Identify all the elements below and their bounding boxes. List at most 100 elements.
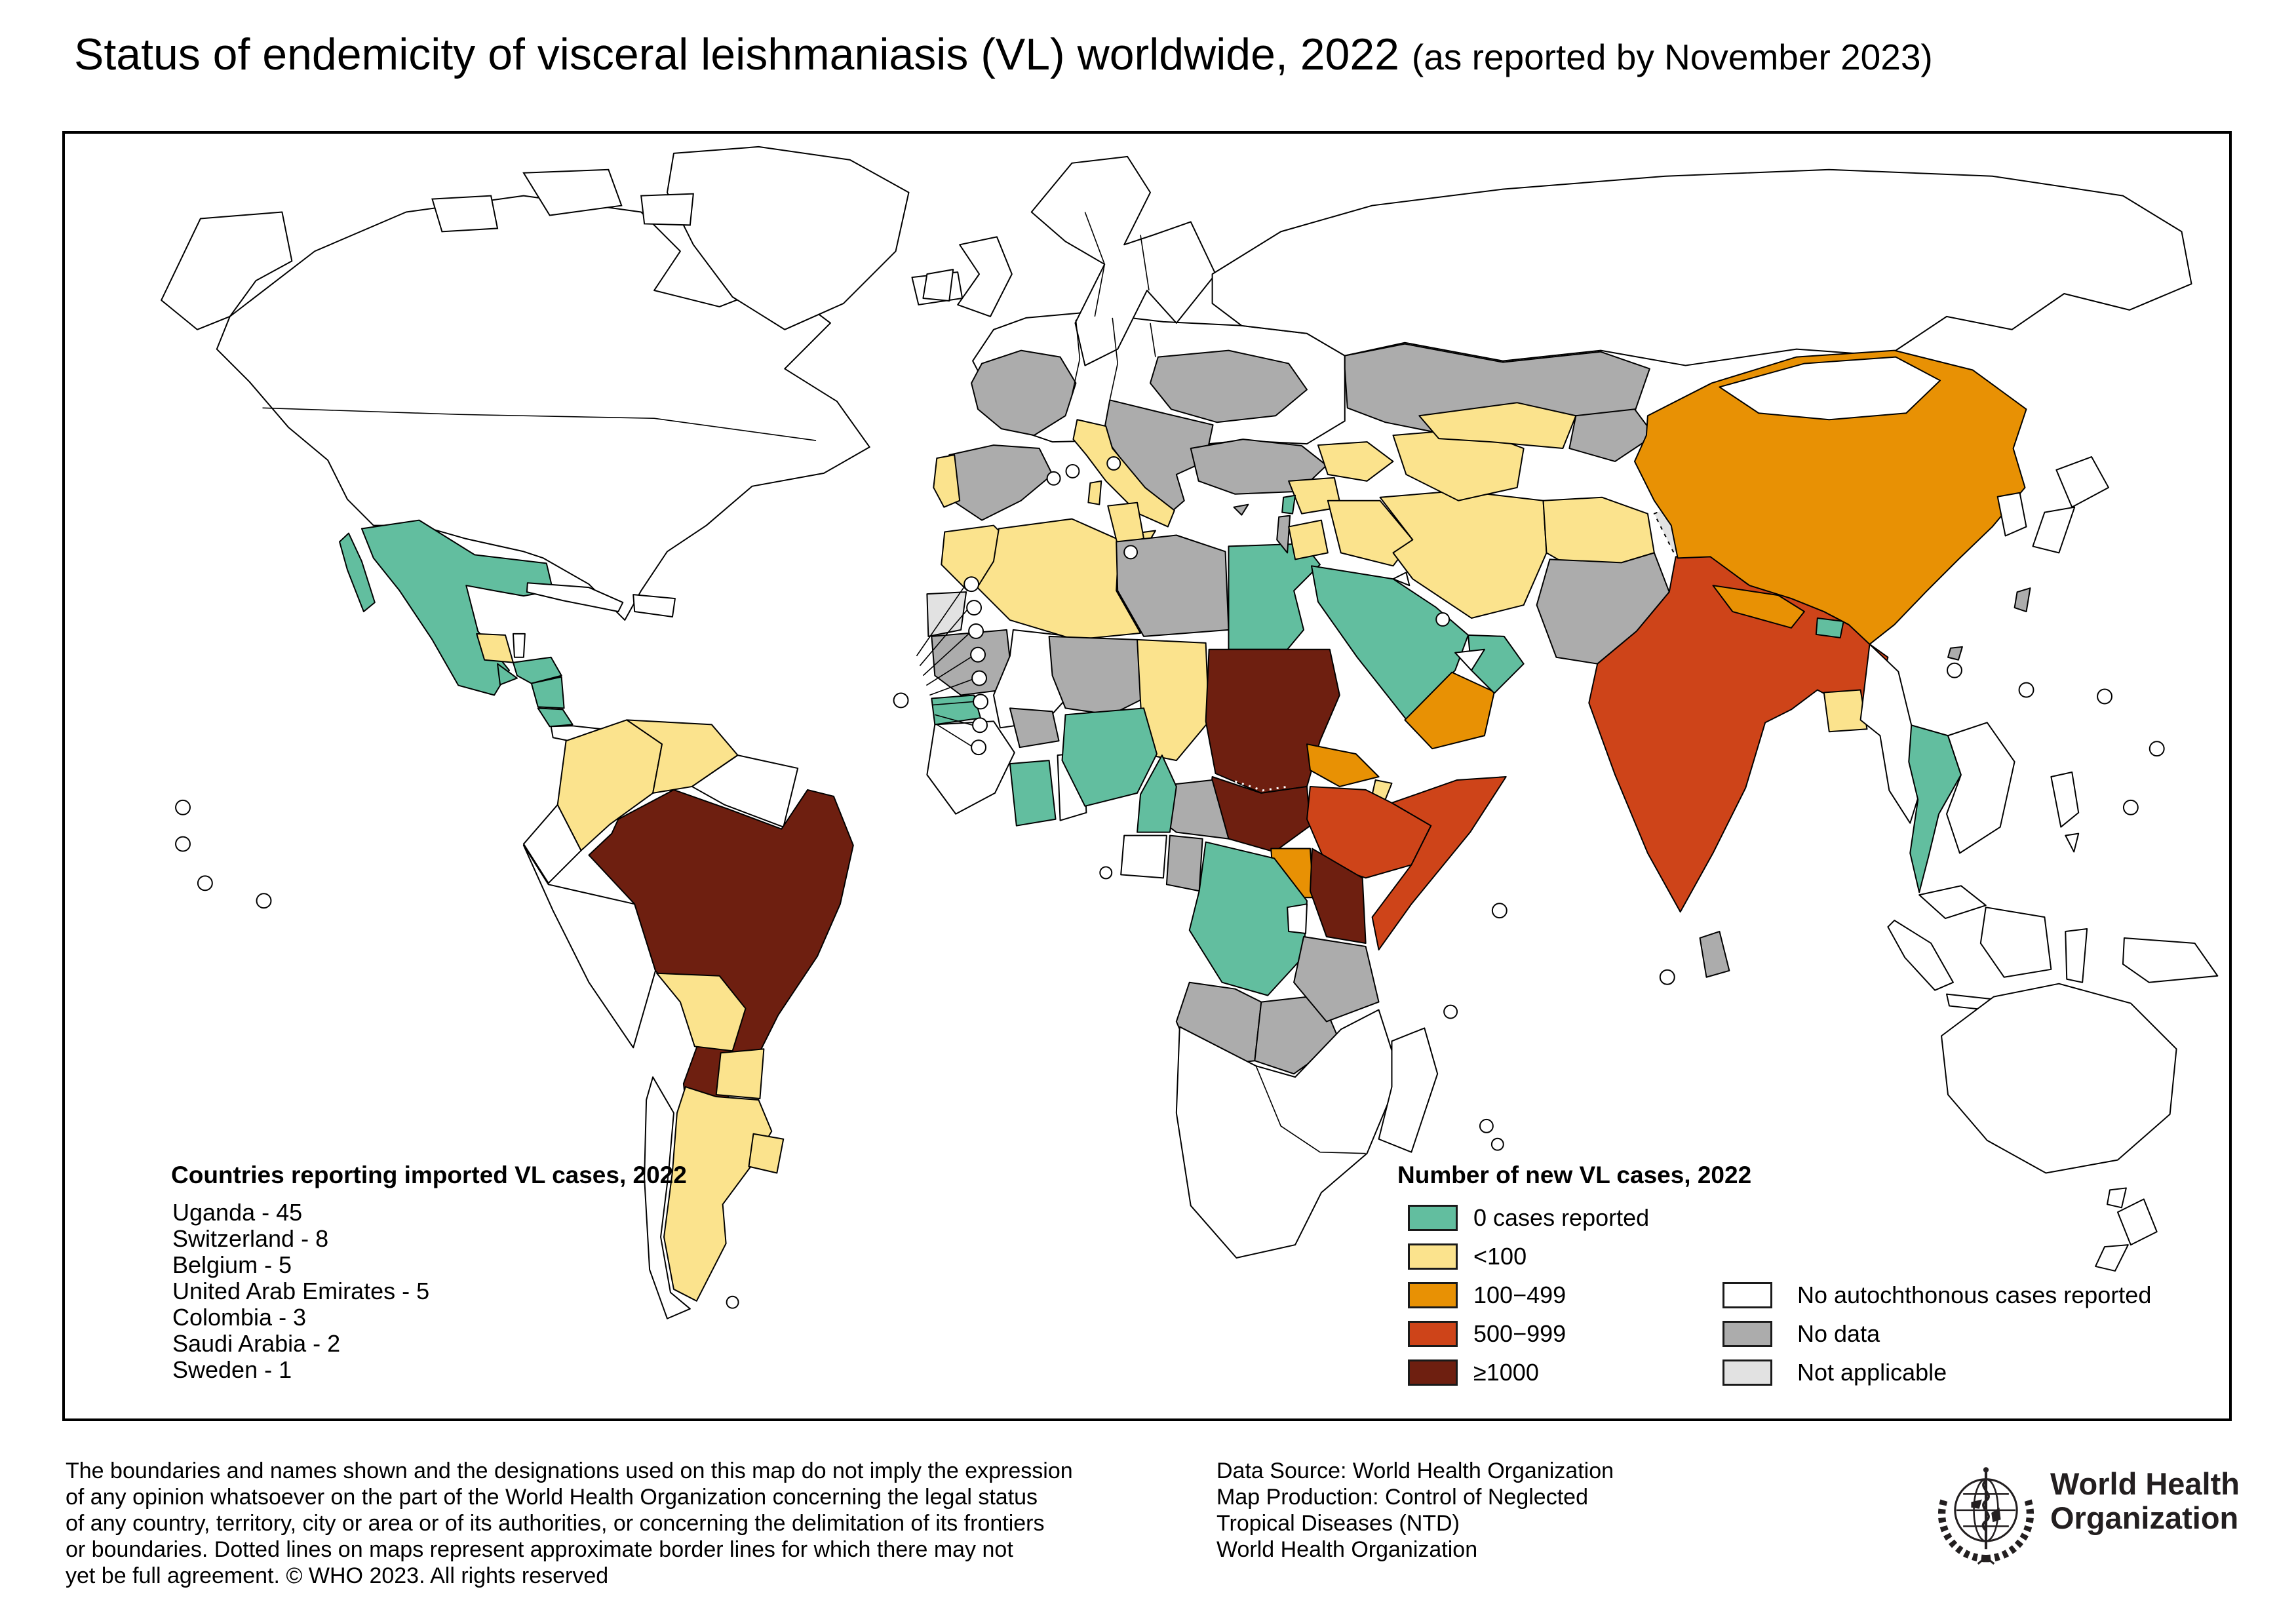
country-italy (1072, 419, 1175, 528)
country-rwanda-burundi (1287, 903, 1308, 935)
country-el-salvador (497, 663, 518, 686)
source-line: Data Source: World Health Organization (1216, 1458, 1614, 1483)
country-yemen (1404, 671, 1495, 750)
who-name-line1: World Health (2050, 1466, 2240, 1501)
source-line: Map Production: Control of Neglected (1216, 1485, 1588, 1510)
country-cyprus (1233, 503, 1249, 516)
data-source-text: Data Source: World Health Organization M… (1216, 1458, 1614, 1563)
imported-legend-title: Countries reporting imported VL cases, 2… (171, 1162, 687, 1188)
arctic-island (431, 195, 499, 233)
disclaimer-line: of any country, territory, city or area … (66, 1511, 1045, 1536)
imported-legend-item: Colombia - 3 (172, 1304, 307, 1331)
island-sumatra (1887, 920, 1954, 991)
imported-legend-item: Saudi Arabia - 2 (172, 1330, 341, 1357)
country-peru (522, 844, 657, 1049)
country-uae (1454, 648, 1485, 671)
imported-legend-item: United Arab Emirates - 5 (172, 1278, 430, 1304)
country-mexico (360, 519, 554, 696)
country-myanmar (1859, 643, 1926, 824)
country-bangladesh (1823, 689, 1868, 733)
country-sardinia (1087, 480, 1102, 505)
country-saudi-arabia (1310, 565, 1469, 720)
country-uzbekistan (1418, 402, 1577, 450)
imported-legend-item: Uganda - 45 (172, 1199, 303, 1226)
country-japan-north (2055, 456, 2110, 508)
country-nigeria (1061, 707, 1158, 807)
country-ireland (922, 269, 954, 302)
country-malaysia (1918, 885, 1987, 920)
country-france (971, 349, 1077, 437)
border-us-canada (262, 407, 817, 441)
dotted-border-abyei (1234, 780, 1289, 792)
country-costa-rica (537, 707, 574, 728)
legend-swatch-ge1000 (1408, 1359, 1458, 1386)
country-niger (1048, 635, 1151, 716)
country-canada-usa (216, 195, 870, 621)
who-name-line2: Organization (2050, 1500, 2239, 1535)
legend-label-0-cases: 0 cases reported (1473, 1204, 1650, 1231)
cases-legend-title: Number of new VL cases, 2022 (1397, 1162, 1752, 1188)
legend-label-ge1000: ≥1000 (1473, 1359, 1539, 1386)
arctic-island (522, 168, 623, 216)
legend-label-500-999: 500−999 (1473, 1320, 1566, 1347)
imported-legend-item: Switzerland - 8 (172, 1225, 329, 1252)
country-nepal (1712, 585, 1805, 629)
world-map (161, 146, 2219, 1320)
country-russia (1211, 168, 2192, 366)
country-portugal (933, 454, 961, 508)
country-argentina (663, 1086, 773, 1302)
country-israel (1276, 515, 1291, 554)
country-new-zealand-south (2095, 1244, 2129, 1272)
region-southern-africa (1175, 1009, 1401, 1259)
source-line: World Health Organization (1216, 1537, 1478, 1562)
country-belize (512, 633, 526, 658)
country-spain (942, 444, 1053, 521)
country-kuwait (1392, 572, 1411, 587)
border-norway-sweden (1084, 212, 1106, 317)
region-scandinavia (1030, 155, 1216, 366)
legend-swatch-not-applicable (1722, 1359, 1772, 1386)
country-tanzania (1293, 936, 1380, 1023)
country-gabon (1120, 834, 1167, 879)
island-sulawesi (2065, 928, 2088, 983)
legend-swatch-lt100 (1408, 1243, 1458, 1270)
country-uruguay (748, 1133, 785, 1174)
country-algeria (977, 518, 1142, 640)
country-somalia (1371, 776, 1507, 950)
title-subtitle: (as reported by November 2023) (1411, 37, 1933, 77)
country-japan-south (2032, 506, 2076, 554)
country-lebanon (1281, 494, 1296, 515)
country-burkina-faso (1009, 707, 1060, 749)
caribbean-leader-lines (916, 576, 988, 756)
country-baja-california (339, 532, 376, 613)
who-logo-text: World Health Organization (2050, 1467, 2240, 1535)
country-ukraine (1149, 349, 1308, 423)
country-china (1633, 349, 2027, 645)
legend-label-not-applicable: Not applicable (1797, 1359, 1947, 1386)
legend-swatch-0-cases (1408, 1205, 1458, 1231)
imported-legend-item: Sweden - 1 (172, 1356, 292, 1383)
country-nicaragua (530, 676, 565, 709)
disclaimer-line: or boundaries. Dotted lines on maps repr… (66, 1537, 1013, 1562)
country-chile (644, 1076, 691, 1320)
legend-swatch-no-data (1722, 1321, 1772, 1347)
border-southern-africa (1255, 1065, 1366, 1154)
country-paraguay (715, 1048, 765, 1099)
country-iran (1379, 490, 1547, 619)
country-mongolia (1719, 356, 1941, 421)
border-sweden-finland (1140, 235, 1150, 291)
disclaimer-line: of any opinion whatsoever on the part of… (66, 1485, 1038, 1510)
imported-legend-item: Belgium - 5 (172, 1251, 292, 1278)
title-main: Status of endemicity of visceral leishma… (74, 29, 1412, 79)
small-island-circles (175, 456, 2165, 1309)
country-philippines (2050, 772, 2080, 828)
source-line: Tropical Diseases (NTD) (1216, 1511, 1460, 1536)
country-drc (1188, 841, 1308, 996)
country-bhutan (1815, 617, 1844, 638)
country-bolivia (656, 972, 747, 1052)
legend-swatch-no-autochthonous (1722, 1282, 1772, 1308)
country-madagascar (1378, 1027, 1439, 1153)
country-united-kingdom (957, 236, 1013, 317)
region-indochina (1946, 722, 2015, 854)
disclaimer-text: The boundaries and names shown and the d… (66, 1458, 1073, 1589)
